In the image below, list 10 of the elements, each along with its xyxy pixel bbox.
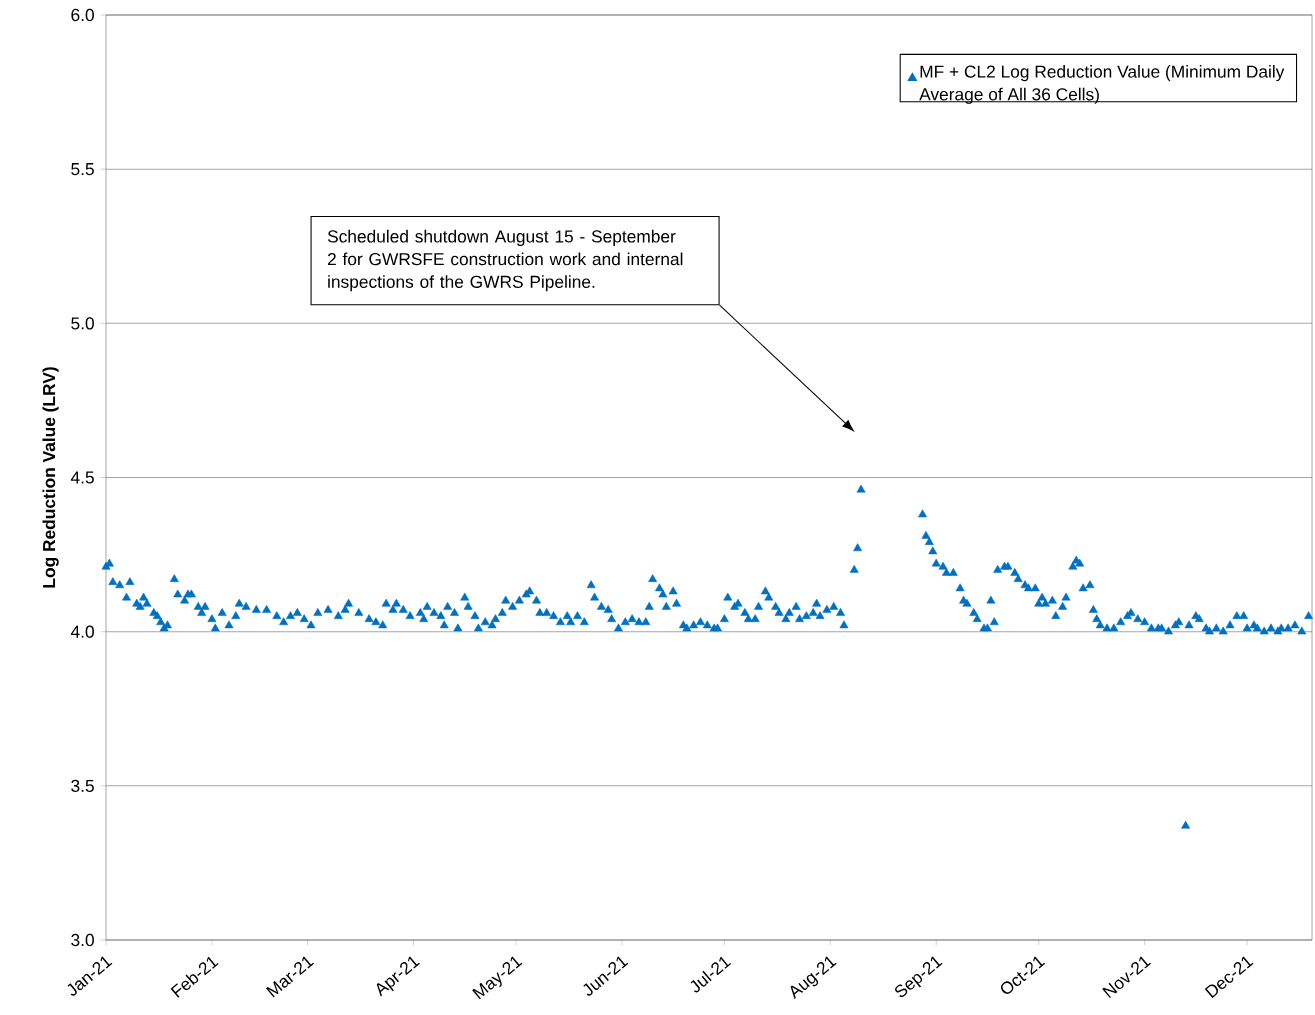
y-tick-label: 3.0	[71, 933, 94, 947]
y-tick-label: 4.0	[70, 625, 94, 638]
legend-label: MF + CL2 Log Reduction Value (Minimum Daily Average of All 36 Cells)	[919, 65, 1285, 104]
y-tick-label: 5.0	[71, 317, 94, 330]
y-tick-label: 5.5	[71, 163, 94, 176]
y-tick-label: 6.0	[71, 8, 94, 22]
annotation: Scheduled shutdown August 15 - September 2 for GWRSFE construction work and internal inspections of the GWRS Pipeline.	[327, 229, 683, 292]
y-tick-label: 4.5	[70, 471, 94, 484]
y-tick-label: 3.5	[71, 779, 94, 792]
y-axis-title: Log Reduction Value (LRV)	[42, 367, 59, 588]
